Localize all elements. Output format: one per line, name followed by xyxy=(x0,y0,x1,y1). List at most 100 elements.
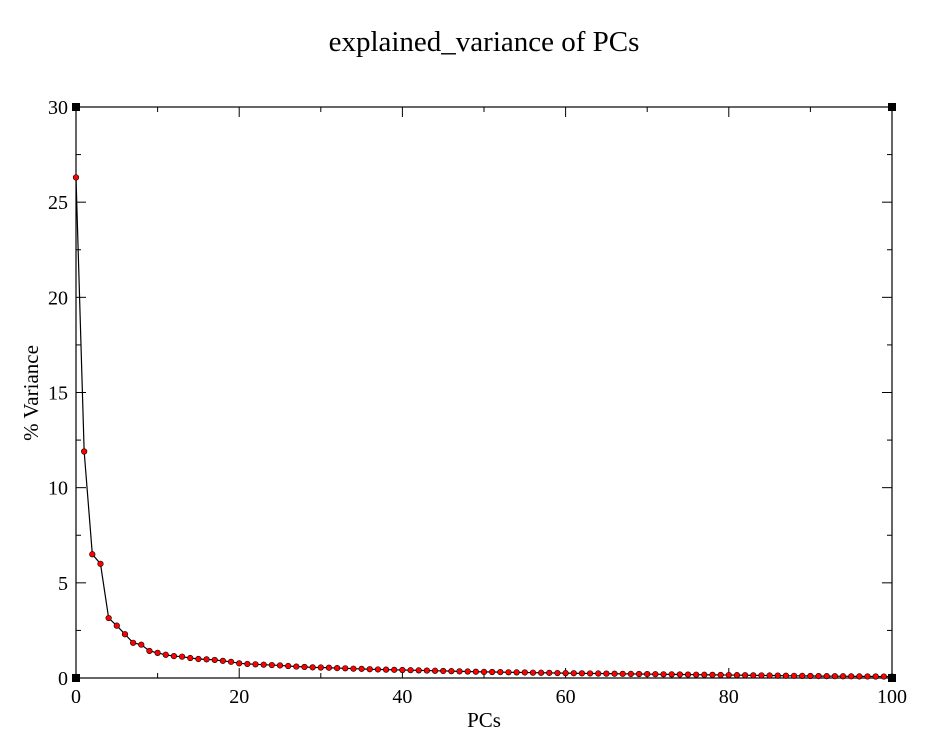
data-point xyxy=(366,666,373,673)
data-point xyxy=(709,671,716,678)
data-point xyxy=(146,647,153,655)
data-point xyxy=(489,668,496,676)
y-tick-label: 15 xyxy=(48,383,68,405)
data-point xyxy=(538,669,545,676)
data-point xyxy=(660,671,667,678)
data-point xyxy=(236,660,243,667)
data-point xyxy=(529,669,537,676)
data-point xyxy=(505,669,512,676)
x-tick-label: 60 xyxy=(556,686,576,708)
data-point xyxy=(742,672,749,679)
data-point xyxy=(178,653,186,660)
data-point xyxy=(603,670,610,677)
data-point xyxy=(276,662,284,669)
y-tick-label: 5 xyxy=(58,573,68,595)
data-point xyxy=(293,663,300,670)
x-tick-label: 100 xyxy=(877,686,907,708)
data-point xyxy=(260,661,267,668)
y-tick-label: 10 xyxy=(48,478,68,500)
data-point xyxy=(766,672,773,679)
data-point xyxy=(97,560,104,567)
data-point xyxy=(334,665,341,672)
data-point xyxy=(350,665,357,672)
data-point xyxy=(268,661,275,669)
data-point xyxy=(448,668,455,675)
data-point xyxy=(815,672,822,680)
data-point xyxy=(203,656,210,663)
data-point xyxy=(652,671,659,678)
data-point xyxy=(187,654,194,662)
data-point xyxy=(701,671,708,678)
data-point xyxy=(668,671,675,678)
data-point xyxy=(774,672,781,679)
data-point xyxy=(872,673,879,680)
y-tick-label: 30 xyxy=(48,97,68,119)
data-point xyxy=(130,639,137,646)
data-point xyxy=(81,448,88,455)
data-point xyxy=(407,667,414,674)
data-point xyxy=(113,622,120,629)
data-point xyxy=(839,673,847,680)
data-point xyxy=(480,668,488,676)
data-point xyxy=(635,670,643,678)
data-point xyxy=(227,658,235,665)
frame-corner-marker xyxy=(888,103,896,111)
data-point xyxy=(170,653,178,660)
data-point xyxy=(358,665,365,672)
data-point xyxy=(880,673,887,680)
data-point xyxy=(464,668,471,675)
data-point xyxy=(342,665,349,672)
plot-frame xyxy=(75,106,893,679)
data-point xyxy=(497,668,504,676)
data-point xyxy=(138,641,145,648)
data-point xyxy=(782,672,790,679)
y-tick-label: 0 xyxy=(58,668,68,690)
data-point xyxy=(244,660,251,668)
frame-corners xyxy=(72,103,896,682)
data-point xyxy=(627,670,634,678)
data-point xyxy=(856,673,863,680)
data-point xyxy=(676,671,683,678)
y-axis-label: % Variance xyxy=(19,345,43,441)
data-point xyxy=(807,672,814,680)
data-point xyxy=(219,657,226,664)
data-point xyxy=(823,673,830,680)
data-point xyxy=(456,668,463,675)
data-point xyxy=(750,672,757,679)
frame-corner-marker xyxy=(72,674,80,682)
data-point xyxy=(440,667,447,675)
data-point xyxy=(693,671,700,678)
data-point xyxy=(578,670,586,677)
series-markers xyxy=(72,174,896,680)
data-point xyxy=(725,671,732,679)
data-point xyxy=(717,671,724,679)
chart-title: explained_variance of PCs xyxy=(329,26,640,58)
data-point xyxy=(733,672,741,679)
data-point xyxy=(595,670,602,677)
series-line xyxy=(75,177,893,678)
x-tick-label: 80 xyxy=(719,686,739,708)
data-point xyxy=(431,667,439,674)
x-axis-label: PCs xyxy=(467,708,501,732)
data-point xyxy=(570,670,577,677)
data-point xyxy=(831,673,838,680)
x-tick-label: 40 xyxy=(392,686,412,708)
data-point xyxy=(154,649,161,656)
data-point xyxy=(105,614,112,622)
data-point xyxy=(790,672,798,679)
data-point xyxy=(121,631,129,638)
frame-corner-marker xyxy=(72,103,80,111)
axes: 0 20 40 60 80 100 0 5 10 15 20 25 30 xyxy=(48,97,907,708)
data-point xyxy=(513,669,520,676)
data-point xyxy=(521,669,528,676)
data-point xyxy=(848,673,855,680)
data-point xyxy=(325,664,333,671)
frame-corner-marker xyxy=(888,674,896,682)
data-point xyxy=(619,670,626,677)
data-point xyxy=(72,174,80,181)
x-tick-label: 20 xyxy=(229,686,249,708)
data-point xyxy=(864,673,871,680)
data-point xyxy=(317,664,324,671)
data-point xyxy=(415,667,422,674)
